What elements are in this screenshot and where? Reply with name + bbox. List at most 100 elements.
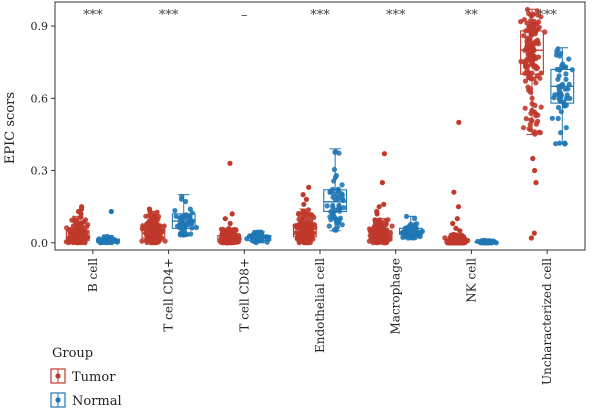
point-tumor <box>522 105 528 111</box>
outlier-point-tumor <box>532 167 538 174</box>
point-tumor <box>526 10 532 17</box>
box-iqr <box>323 189 348 213</box>
point-tumor <box>367 226 373 232</box>
outlier-point-tumor <box>300 192 306 198</box>
point-tumor <box>384 239 390 245</box>
point-tumor <box>143 213 149 219</box>
significance-label: *** <box>159 8 179 23</box>
y-tick-label: 0.0 <box>31 237 49 250</box>
point-normal <box>187 206 193 212</box>
point-normal <box>563 76 569 82</box>
x-tick-label: T cell CD8+ <box>237 258 251 332</box>
outlier-point-tumor <box>306 184 312 190</box>
point-normal <box>339 222 345 228</box>
point-normal <box>330 202 336 209</box>
x-tick-label: Macrophage <box>389 258 403 334</box>
point-tumor <box>537 130 544 136</box>
point-tumor <box>84 224 90 230</box>
point-normal <box>324 203 330 209</box>
point-tumor <box>297 220 303 227</box>
outlier-point-normal <box>108 208 114 215</box>
point-normal <box>555 115 561 122</box>
point-tumor <box>68 229 74 235</box>
point-normal <box>333 227 339 233</box>
significance-label: – <box>241 8 248 23</box>
legend-key-tumor-point <box>55 373 61 379</box>
point-normal <box>555 76 561 82</box>
outlier-point-tumor <box>376 204 382 210</box>
significance-label: *** <box>310 8 330 23</box>
point-tumor <box>305 207 312 213</box>
point-tumor <box>524 56 531 62</box>
point-normal <box>187 214 193 220</box>
box-iqr <box>368 230 393 241</box>
point-normal <box>336 196 342 202</box>
point-tumor <box>154 209 160 215</box>
point-normal <box>337 205 343 211</box>
point-tumor <box>520 125 527 131</box>
box-tumor-0 <box>65 215 90 244</box>
box-tumor-5 <box>444 233 469 244</box>
point-normal <box>179 221 185 227</box>
point-tumor <box>533 80 539 86</box>
outlier-point-tumor <box>528 235 535 241</box>
point-tumor <box>529 40 535 46</box>
box-tumor-3 <box>292 208 317 244</box>
outlier-point-tumor <box>451 189 457 195</box>
box-normal-6 <box>550 47 575 145</box>
box-normal-0 <box>96 235 120 244</box>
significance-label: *** <box>83 8 103 23</box>
point-tumor <box>70 223 76 229</box>
x-tick-label: B cell <box>86 258 100 292</box>
point-tumor <box>303 237 309 243</box>
y-tick-label: 0.9 <box>31 20 49 33</box>
point-tumor <box>294 236 300 242</box>
point-normal <box>563 102 570 108</box>
box-iqr <box>141 225 166 239</box>
point-tumor <box>389 223 395 229</box>
point-normal <box>336 217 342 223</box>
x-tick-label: Uncharacterized cell <box>540 258 554 385</box>
point-normal <box>172 208 178 214</box>
point-normal <box>412 215 418 222</box>
point-tumor <box>295 211 302 217</box>
point-tumor <box>380 222 386 228</box>
box-tumor-1 <box>141 210 166 244</box>
point-tumor <box>524 20 530 26</box>
point-normal <box>326 223 332 229</box>
y-tick-label: 0.3 <box>31 165 49 178</box>
outlier-point-tumor <box>453 225 459 231</box>
point-normal <box>335 186 341 192</box>
point-normal <box>562 140 568 146</box>
outlier-point-tumor <box>533 180 539 186</box>
outlier-point-tumor <box>227 160 233 166</box>
point-normal <box>552 92 558 98</box>
box-tumor-6 <box>520 8 544 135</box>
y-axis-title: EPIC scors <box>3 92 18 164</box>
point-normal <box>188 231 194 237</box>
point-tumor <box>143 238 150 244</box>
outlier-point-tumor <box>374 211 380 217</box>
point-tumor <box>538 104 544 110</box>
y-tick-label: 0.6 <box>31 92 49 105</box>
point-tumor <box>154 221 160 227</box>
point-tumor <box>530 53 536 59</box>
x-tick-label: NK cell <box>464 258 478 303</box>
box-normal-2 <box>247 231 272 244</box>
legend-item-tumor: Tumor <box>50 368 116 385</box>
point-tumor <box>155 213 162 220</box>
point-normal <box>327 214 333 220</box>
point-normal <box>400 234 406 240</box>
point-tumor <box>73 232 79 238</box>
outlier-point-tumor <box>456 119 462 125</box>
point-tumor <box>529 32 535 38</box>
point-tumor <box>525 70 531 76</box>
point-tumor <box>532 129 538 135</box>
legend-item-normal: Normal <box>50 392 122 409</box>
point-normal <box>562 86 568 92</box>
box-iqr <box>520 30 544 75</box>
point-normal <box>180 216 186 222</box>
point-tumor <box>162 238 168 244</box>
box-normal-1 <box>171 194 196 237</box>
